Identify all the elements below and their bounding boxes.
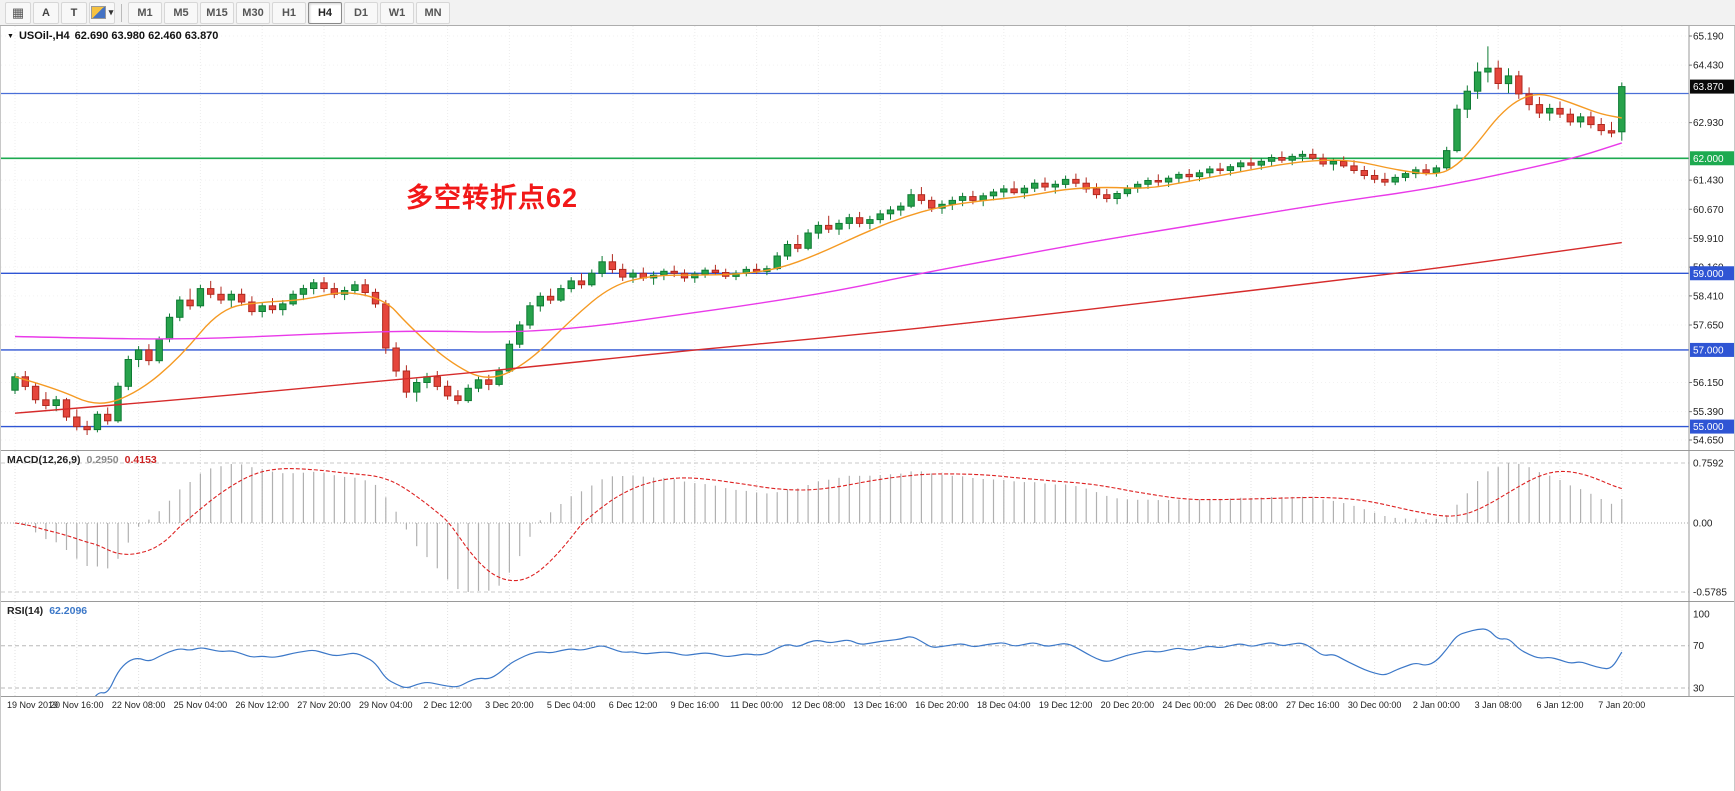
rsi-name: RSI(14) (7, 605, 44, 617)
time-label: 19 Nov 2019 (7, 700, 59, 710)
rsi-value: 62.2096 (49, 605, 88, 617)
timeframe-h1-button[interactable]: H1 (272, 1, 306, 24)
time-label: 5 Dec 04:00 (546, 700, 596, 710)
time-label: 6 Dec 12:00 (608, 700, 658, 710)
svg-text:100: 100 (1693, 610, 1710, 621)
main-chart-panel[interactable]: 65.19064.43062.93061.43060.67059.91059.1… (1, 26, 1734, 451)
time-label: 27 Nov 20:00 (297, 700, 351, 710)
symbol-marker-icon: ▼ (7, 32, 14, 40)
macd-value: 0.2950 (86, 454, 119, 466)
macd-label: MACD(12,26,9) 0.2950 0.4153 (7, 454, 157, 466)
svg-text:55.390: 55.390 (1693, 407, 1724, 418)
chevron-down-icon: ▾ (108, 7, 114, 17)
timeframe-m5-button[interactable]: M5 (164, 1, 198, 24)
toolbar: ▦ A T ▾ M1 M5 M15 M30 H1 H4 D1 W1 MN (0, 0, 1735, 26)
time-label: 16 Dec 20:00 (915, 700, 969, 710)
chart-title: ▼ USOil-,H4 62.690 63.980 62.460 63.870 (7, 30, 218, 42)
svg-text:57.650: 57.650 (1693, 321, 1724, 332)
rsi-panel[interactable]: 100 70 30 RSI(14) 62.2096 (1, 602, 1734, 697)
svg-text:58.410: 58.410 (1693, 291, 1724, 302)
svg-text:-0.5785: -0.5785 (1693, 588, 1727, 599)
chart-window: 65.19064.43062.93061.43060.67059.91059.1… (0, 26, 1735, 791)
timeframe-h4-button[interactable]: H4 (308, 1, 342, 24)
main-chart-canvas[interactable]: 65.19064.43062.93061.43060.67059.91059.1… (1, 26, 1734, 450)
svg-text:65.190: 65.190 (1693, 32, 1724, 43)
timeframe-m30-button[interactable]: M30 (236, 1, 270, 24)
timeframe-m15-button[interactable]: M15 (200, 1, 234, 24)
time-label: 6 Jan 12:00 (1536, 700, 1584, 710)
timeframe-mn-button[interactable]: MN (416, 1, 450, 24)
chart-annotation-text: 多空转折点62 (406, 183, 579, 213)
time-label: 9 Dec 16:00 (670, 700, 720, 710)
toolbar-separator (121, 3, 122, 22)
svg-text:64.430: 64.430 (1693, 61, 1724, 72)
timeframe-buttons: M1 M5 M15 M30 H1 H4 D1 W1 MN (127, 1, 451, 24)
timeframe-m1-button[interactable]: M1 (128, 1, 162, 24)
svg-text:63.870: 63.870 (1693, 82, 1724, 93)
svg-text:57.000: 57.000 (1693, 345, 1724, 356)
svg-text:0.00: 0.00 (1693, 519, 1713, 530)
macd-canvas[interactable]: 0.7592 0.00 -0.5785 (1, 451, 1734, 601)
time-label: 26 Nov 12:00 (235, 700, 289, 710)
macd-name: MACD(12,26,9) (7, 454, 81, 466)
time-label: 22 Nov 08:00 (111, 700, 166, 710)
rsi-canvas[interactable]: 100 70 30 (1, 602, 1734, 696)
time-label: 18 Dec 04:00 (977, 700, 1031, 710)
time-label: 19 Dec 12:00 (1038, 700, 1093, 710)
rsi-label: RSI(14) 62.2096 (7, 605, 87, 617)
time-label: 30 Dec 00:00 (1347, 700, 1402, 710)
time-label: 29 Nov 04:00 (359, 700, 413, 710)
svg-text:30: 30 (1693, 683, 1705, 694)
svg-text:55.000: 55.000 (1693, 422, 1724, 433)
shapes-icon (90, 6, 106, 19)
svg-text:62.000: 62.000 (1693, 154, 1724, 165)
time-label: 26 Dec 08:00 (1224, 700, 1278, 710)
svg-text:0.7592: 0.7592 (1693, 459, 1724, 470)
annotation-a-button[interactable]: A (33, 1, 59, 24)
time-label: 2 Jan 00:00 (1412, 700, 1460, 710)
time-label: 3 Jan 08:00 (1474, 700, 1522, 710)
svg-text:61.430: 61.430 (1693, 176, 1724, 187)
svg-text:62.930: 62.930 (1693, 118, 1724, 129)
text-t-button[interactable]: T (61, 1, 87, 24)
shapes-dropdown-button[interactable]: ▾ (89, 1, 115, 24)
svg-text:70: 70 (1693, 641, 1705, 652)
time-label: 7 Jan 20:00 (1598, 700, 1646, 710)
ohlc-values: 62.690 63.980 62.460 63.870 (74, 30, 219, 42)
time-label: 2 Dec 12:00 (423, 700, 472, 710)
macd-panel[interactable]: 0.7592 0.00 -0.5785 MACD(12,26,9) 0.2950 0… (1, 451, 1734, 602)
time-label: 12 Dec 08:00 (791, 700, 846, 710)
time-label: 11 Dec 00:00 (730, 700, 784, 710)
time-label: 25 Nov 04:00 (173, 700, 228, 710)
svg-text:59.000: 59.000 (1693, 269, 1724, 280)
svg-text:59.910: 59.910 (1693, 234, 1724, 245)
timeframe-w1-button[interactable]: W1 (380, 1, 414, 24)
timeframe-d1-button[interactable]: D1 (344, 1, 378, 24)
symbol-label: USOil-,H4 (18, 30, 70, 42)
time-label: 3 Dec 20:00 (485, 700, 534, 710)
grid-icon: ▦ (11, 5, 25, 20)
grid-button[interactable]: ▦ (5, 1, 31, 24)
svg-text:56.150: 56.150 (1693, 378, 1724, 389)
svg-text:54.650: 54.650 (1693, 436, 1724, 447)
time-axis[interactable]: 19 Nov 2019 20 Nov 16:00 22 Nov 08:00 25 No… (1, 697, 1734, 715)
macd-signal-value: 0.4153 (124, 454, 157, 466)
time-label: 27 Dec 16:00 (1286, 700, 1340, 710)
time-label: 20 Dec 20:00 (1100, 700, 1155, 710)
time-label: 20 Nov 16:00 (50, 700, 104, 710)
time-label: 13 Dec 16:00 (853, 700, 907, 710)
time-label: 24 Dec 00:00 (1162, 700, 1216, 710)
svg-text:60.670: 60.670 (1693, 205, 1724, 216)
